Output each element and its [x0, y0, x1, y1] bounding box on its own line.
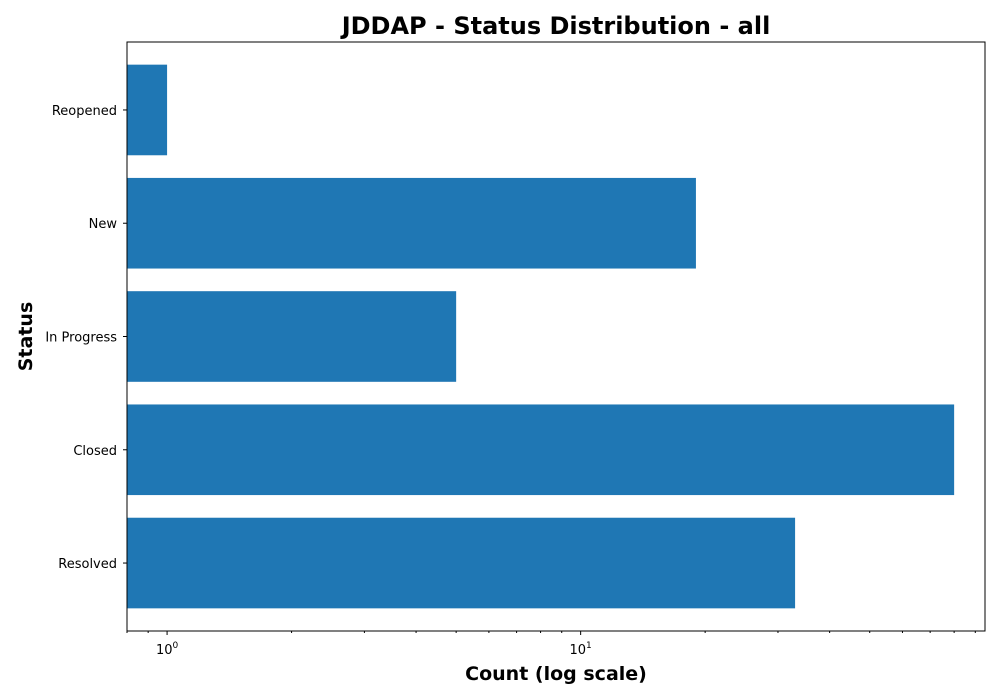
y-tick-label-closed: Closed — [73, 444, 117, 459]
y-tick-label-new: New — [89, 217, 118, 232]
bar-closed — [127, 404, 955, 496]
bar-reopened — [127, 64, 168, 156]
x-tick-label: 101 — [570, 641, 592, 658]
y-axis-ticks: Resolved Closed In Progress New Reopened — [45, 104, 127, 572]
x-axis-label: Count (log scale) — [465, 663, 647, 685]
chart-title: JDDAP - Status Distribution - all — [340, 12, 771, 40]
bars-group — [127, 64, 955, 609]
y-tick-label-in-progress: In Progress — [45, 331, 117, 346]
y-axis-label: Status — [15, 302, 37, 372]
y-tick-label-resolved: Resolved — [58, 557, 117, 572]
bar-in-progress — [127, 291, 457, 382]
y-tick-label-reopened: Reopened — [52, 104, 117, 119]
x-axis-ticks: 100 101 — [126, 631, 976, 658]
bar-resolved — [127, 517, 796, 609]
plot-frame — [126, 41, 986, 632]
bar-new — [127, 177, 696, 269]
x-tick-label: 100 — [156, 641, 179, 658]
